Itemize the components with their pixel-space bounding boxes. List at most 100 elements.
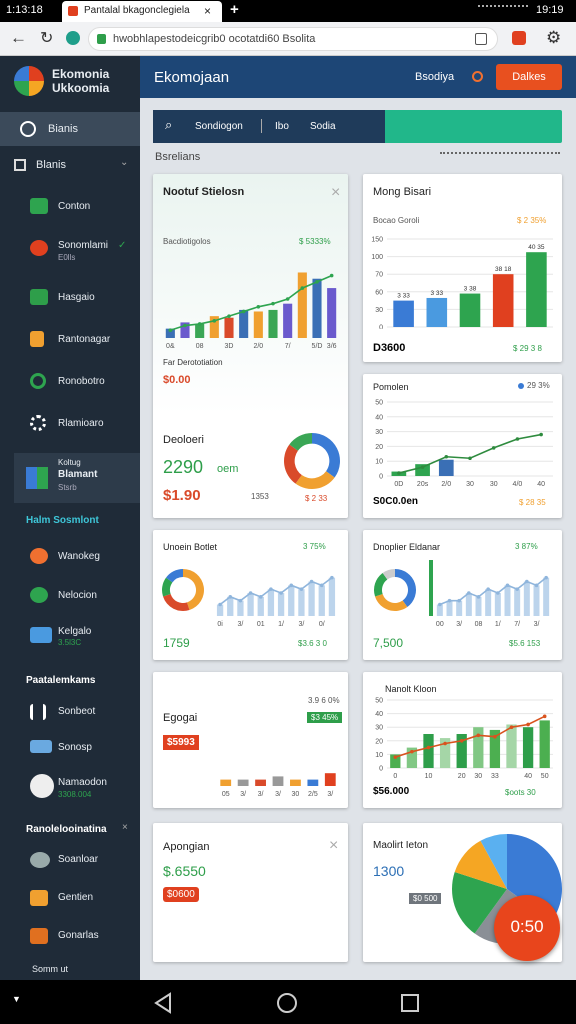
point: [300, 286, 305, 290]
extension[interactable]: [512, 31, 526, 45]
donut: [162, 569, 204, 611]
bar: [473, 727, 484, 768]
label: Stsrb: [58, 483, 77, 492]
nav-item[interactable]: Wanokeg: [58, 551, 100, 562]
nav-item[interactable]: Nelocion: [58, 590, 97, 601]
close[interactable]: ×: [122, 822, 128, 833]
point: [496, 591, 500, 595]
browser-toolbar: ← ↻ hwobhlapestodeicgrib0 ocotatdi60 Bso…: [0, 22, 576, 56]
value-label: 38 18: [495, 266, 512, 273]
y-tick-label: 40: [375, 414, 383, 421]
search-option: Ibo: [275, 121, 289, 132]
bar: [237, 600, 244, 616]
bar: [247, 593, 254, 616]
search-field[interactable]: ⌕ Sondiogon Ibo Sodia: [153, 110, 385, 143]
new-tab[interactable]: +: [230, 1, 239, 18]
back-button[interactable]: ←: [10, 28, 27, 47]
nav-item[interactable]: Sonosp: [58, 742, 92, 753]
notification[interactable]: [472, 71, 483, 82]
point: [476, 733, 481, 738]
nav-item[interactable]: Rlamioaro: [58, 418, 104, 429]
point: [542, 714, 547, 719]
bar: [436, 604, 443, 616]
point: [319, 583, 324, 588]
donut-segment: [163, 594, 190, 611]
bar: [522, 727, 534, 768]
x-tick-label: 05: [222, 791, 230, 798]
home[interactable]: [277, 993, 297, 1013]
point: [269, 587, 273, 591]
chevron[interactable]: ⌄: [120, 157, 129, 168]
close[interactable]: ×: [329, 837, 339, 854]
x-tick-label: 33: [491, 773, 499, 780]
nav-item[interactable]: Somm ut: [32, 964, 69, 974]
pie-slice: [454, 840, 507, 889]
nav-item[interactable]: Gonarlas: [58, 930, 99, 941]
nav-sub: 3.5l3C: [58, 638, 82, 647]
card: Apongian × $.6550 $0600: [153, 823, 348, 962]
card-change: 3 75%: [303, 542, 326, 551]
card-change: 3 87%: [515, 542, 538, 551]
foot-right: $5.6 153: [509, 639, 541, 648]
bar: [312, 278, 322, 338]
nav-item[interactable]: Gentien: [58, 892, 94, 903]
icon: [20, 121, 36, 137]
tab-close[interactable]: ×: [204, 4, 212, 18]
tab[interactable]: Pantalal bkagonclegiela ×: [62, 1, 222, 22]
reload-button[interactable]: ↻: [40, 30, 54, 47]
recents[interactable]: [401, 994, 419, 1012]
x-tick-label: 30: [474, 773, 482, 780]
action-button[interactable]: 0:50: [494, 895, 560, 961]
card-change: $ 5333%: [299, 237, 331, 246]
bar: [318, 585, 325, 616]
nav-item[interactable]: Hasgaio: [58, 292, 95, 303]
settings[interactable]: ⚙: [546, 28, 562, 47]
icon: [30, 890, 48, 906]
icon: [30, 331, 44, 347]
caption-value: $0.00: [163, 374, 191, 386]
header-button[interactable]: Dalkes: [496, 64, 562, 90]
highlight-block[interactable]: Koltug Blamant Stsrb: [14, 453, 140, 503]
back[interactable]: [154, 992, 171, 1014]
foot-left: D3600: [373, 342, 406, 354]
x-tick-label: 3/6: [327, 343, 337, 350]
x-tick-label: 00: [436, 621, 444, 628]
point: [468, 456, 472, 461]
nav-item[interactable]: Sonomlami: [58, 240, 109, 251]
point: [476, 595, 481, 599]
bookmark[interactable]: [475, 33, 487, 45]
close[interactable]: ×: [331, 184, 341, 201]
url-bar[interactable]: hwobhlapestodeicgrib0 ocotatdi60 Bsolita: [88, 27, 498, 51]
point: [493, 734, 497, 739]
search-placeholder: Sondiogon: [195, 121, 243, 132]
nav-item[interactable]: Kelgalo: [58, 626, 92, 637]
x-tick-label: 50: [541, 773, 549, 780]
icon: [30, 548, 48, 564]
nav-item[interactable]: Sonbeot: [58, 706, 96, 717]
header-link[interactable]: Bsodiya: [415, 71, 455, 83]
point: [426, 745, 431, 750]
nav-item[interactable]: Rantonagar: [58, 334, 111, 345]
nav-item[interactable]: Conton: [58, 201, 91, 212]
bar: [237, 779, 249, 786]
foot-right: $3.6 3 0: [298, 639, 327, 648]
bar: [253, 311, 263, 338]
point: [212, 319, 217, 323]
y-tick-label: 30: [375, 429, 383, 436]
nav-item[interactable]: Soanloar: [58, 854, 99, 865]
point: [315, 280, 319, 284]
bar: [298, 589, 305, 616]
group-title: Halm Sosmlont: [26, 515, 99, 526]
section[interactable]: Blanis: [36, 159, 66, 171]
nav-item[interactable]: Namaodon: [58, 777, 107, 788]
nav-item[interactable]: Ronobotro: [58, 376, 105, 387]
bar: [406, 747, 418, 768]
search-bar[interactable]: ⌕ Sondiogon Ibo Sodia: [153, 110, 562, 143]
x-tick-label: 3D: [225, 343, 234, 350]
bar: [255, 779, 266, 786]
bar: [288, 585, 295, 616]
nav-down[interactable]: ▼: [12, 994, 21, 1004]
active-item[interactable]: Bianis: [0, 112, 140, 146]
donut-segment: [183, 569, 204, 610]
chart: 0i 3/01 1/3/0/: [216, 575, 336, 628]
